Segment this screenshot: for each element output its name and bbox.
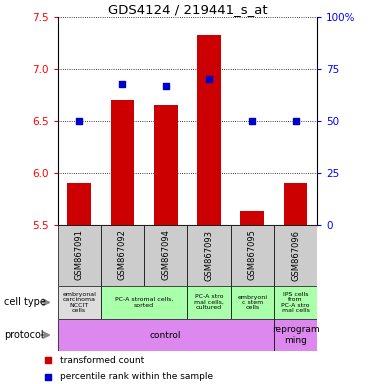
Bar (187, 225, 231, 286)
Text: control: control (150, 331, 181, 339)
Point (76, 118, 82, 124)
Text: GSM867096: GSM867096 (291, 230, 300, 281)
Bar (274, 225, 317, 286)
Text: GSM867093: GSM867093 (204, 230, 213, 281)
Text: protocol: protocol (4, 330, 43, 340)
Text: reprogram
ming: reprogram ming (272, 325, 319, 345)
Point (249, 118, 255, 124)
Text: percentile rank within the sample: percentile rank within the sample (60, 372, 213, 381)
Text: GSM867094: GSM867094 (161, 230, 170, 280)
Bar (187, 286, 231, 319)
Text: embryonal
carcinoma
NCCIT
cells: embryonal carcinoma NCCIT cells (62, 292, 96, 313)
Bar (101, 225, 144, 286)
Bar (58, 319, 274, 351)
Bar (240, 211, 264, 225)
Bar (67, 183, 91, 225)
Bar (197, 35, 221, 225)
Title: GDS4124 / 219441_s_at: GDS4124 / 219441_s_at (108, 3, 267, 16)
Point (163, 83, 169, 89)
Bar (101, 286, 187, 319)
Point (45, 358, 51, 364)
Bar (111, 100, 134, 225)
Bar (231, 286, 274, 319)
Point (206, 76, 212, 83)
Bar (58, 286, 101, 319)
Text: PC-A stro
mal cells,
cultured: PC-A stro mal cells, cultured (194, 295, 224, 310)
Text: embryoni
c stem
cells: embryoni c stem cells (237, 295, 267, 310)
Bar (284, 183, 308, 225)
Text: IPS cells
from
PC-A stro
mal cells: IPS cells from PC-A stro mal cells (281, 292, 310, 313)
Text: cell type: cell type (4, 297, 46, 308)
Text: GSM867091: GSM867091 (75, 230, 83, 280)
Text: GSM867095: GSM867095 (248, 230, 257, 280)
Point (45, 374, 51, 380)
Bar (274, 319, 317, 351)
Bar (144, 225, 187, 286)
Text: PC-A stromal cells,
sorted: PC-A stromal cells, sorted (115, 297, 173, 308)
Point (119, 81, 125, 87)
Bar (154, 106, 178, 225)
Text: GSM867092: GSM867092 (118, 230, 127, 280)
Bar (231, 225, 274, 286)
Point (293, 118, 299, 124)
Bar (58, 225, 101, 286)
Bar (274, 286, 317, 319)
Text: transformed count: transformed count (60, 356, 144, 365)
